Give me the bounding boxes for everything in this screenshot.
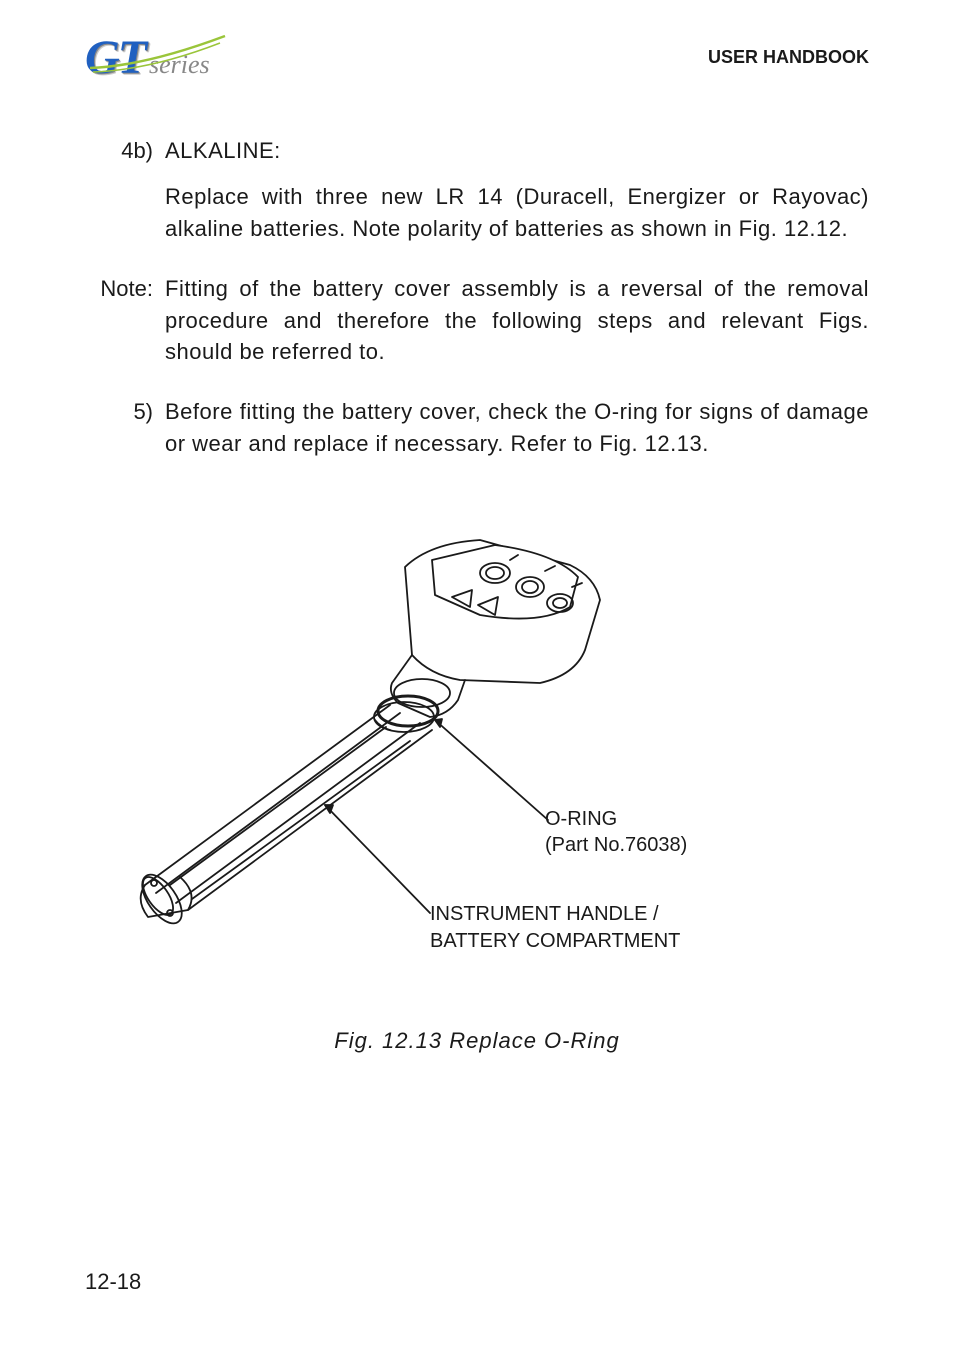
header-title: USER HANDBOOK <box>708 47 869 68</box>
figure-area: O-RING (Part No.76038) INSTRUMENT HANDLE… <box>85 505 869 985</box>
section-note-body: Fitting of the battery cover assembly is… <box>165 273 869 369</box>
section-5-body: Before fitting the battery cover, check … <box>165 396 869 460</box>
section-4b-body: ALKALINE: Replace with three new LR 14 (… <box>165 135 869 245</box>
page-number: 12-18 <box>85 1269 141 1295</box>
section-note-label: Note: <box>85 273 165 369</box>
content-area: 4b) ALKALINE: Replace with three new LR … <box>85 135 869 1057</box>
section-note: Note: Fitting of the battery cover assem… <box>85 273 869 369</box>
callout-handle: INSTRUMENT HANDLE / <box>430 900 659 929</box>
section-4b-text: Replace with three new LR 14 (Duracell, … <box>165 181 869 245</box>
section-4b: 4b) ALKALINE: Replace with three new LR … <box>85 135 869 245</box>
callout-battery-compartment: BATTERY COMPARTMENT <box>430 927 680 956</box>
callout-oring: O-RING <box>545 805 617 834</box>
page-container: GT series USER HANDBOOK 4b) ALKALINE: Re… <box>0 0 954 1107</box>
callout-part-number: (Part No.76038) <box>545 831 687 860</box>
section-5: 5) Before fitting the battery cover, che… <box>85 396 869 460</box>
figure-caption: Fig. 12.13 Replace O-Ring <box>85 1025 869 1057</box>
logo-swoosh <box>85 28 245 78</box>
section-4b-label: 4b) <box>85 135 165 245</box>
section-5-label: 5) <box>85 396 165 460</box>
section-4b-heading: ALKALINE: <box>165 135 869 167</box>
